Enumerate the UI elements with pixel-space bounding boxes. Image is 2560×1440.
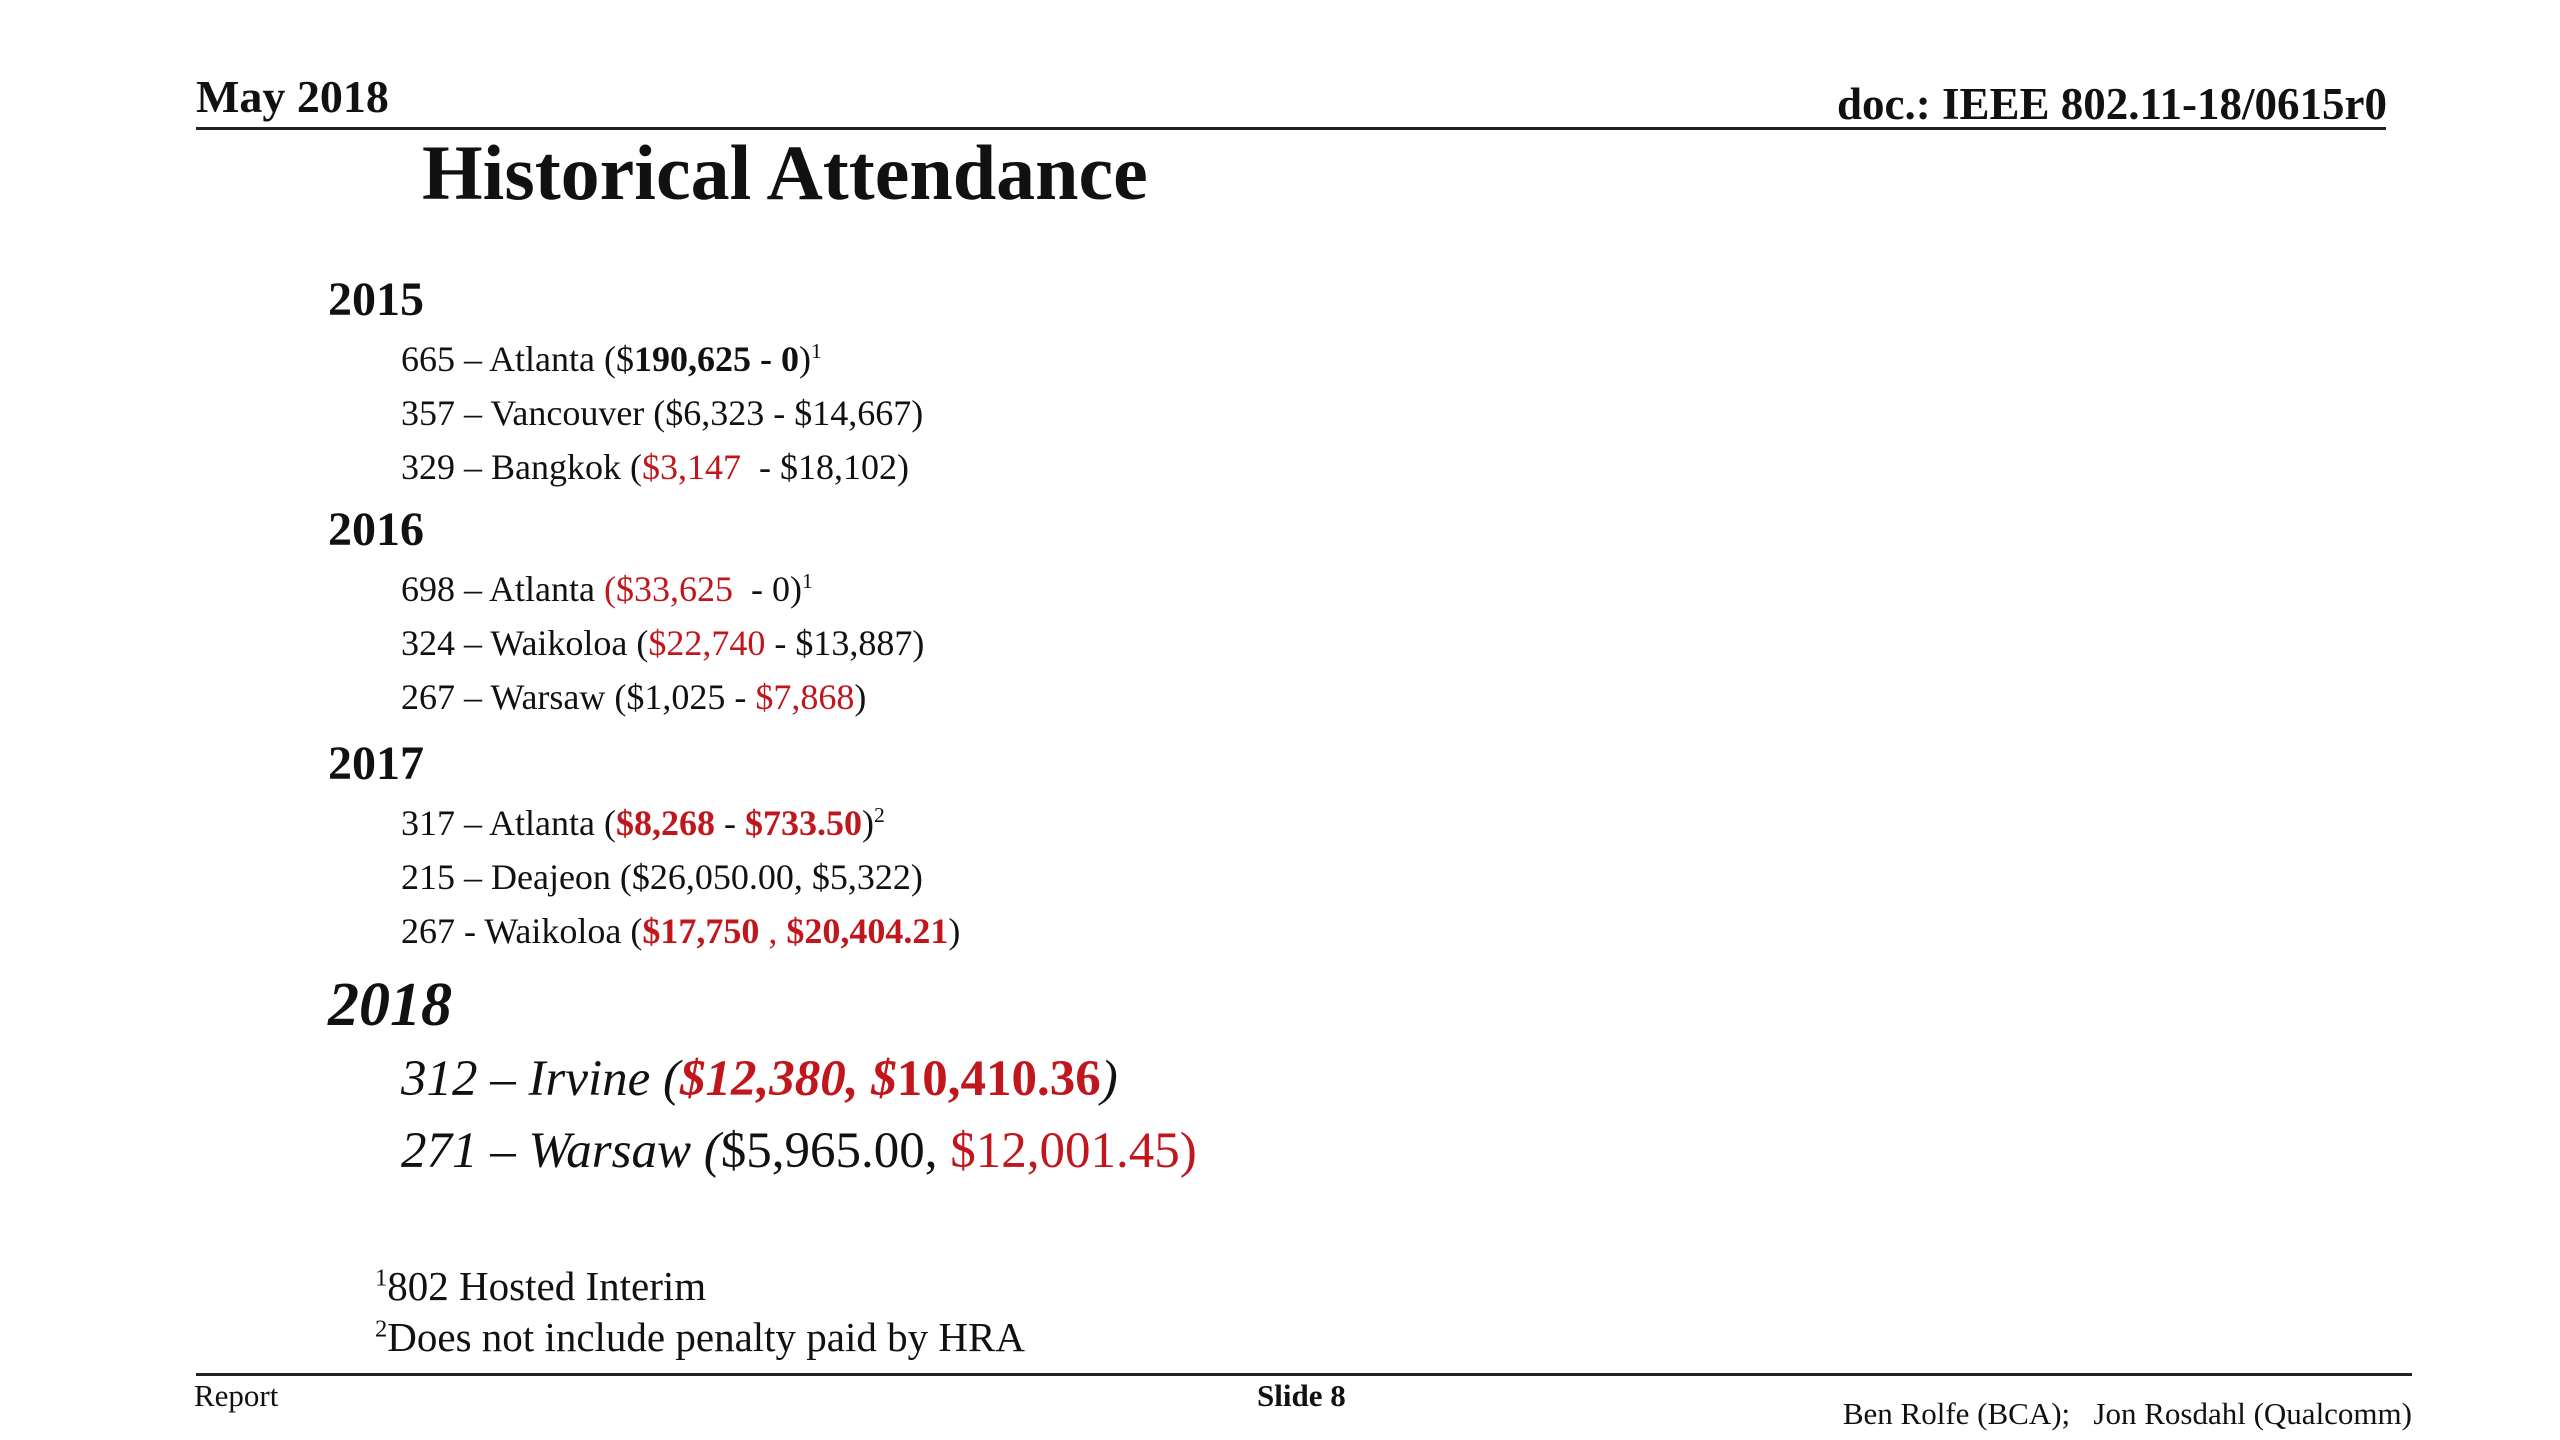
slide-number: Slide 8 xyxy=(1257,1378,1346,1413)
entry-2016-warsaw: 267 – Warsaw ($1,025 - $7,868) xyxy=(401,677,867,717)
entry-2016-waikoloa: 324 – Waikoloa ($22,740 - $13,887) xyxy=(401,623,925,663)
footnote-ref: 2 xyxy=(873,803,885,827)
entry-2016-atlanta: 698 – Atlanta ($33,625 - 0)1 xyxy=(401,569,813,609)
entry-2015-bangkok: 329 – Bangkok ($3,147 - $18,102) xyxy=(401,447,909,487)
slide-title: Historical Attendance xyxy=(422,129,1148,216)
entry-2015-vancouver: 357 – Vancouver ($6,323 - $14,667) xyxy=(401,393,924,433)
header-doc-id: doc.: IEEE 802.11-18/0615r0 xyxy=(1836,79,2387,129)
entry-2018-warsaw: 271 – Warsaw ($5,965.00, $12,001.45) xyxy=(401,1123,1197,1179)
header-date: May 2018 xyxy=(196,71,389,122)
footer-left-label: Report xyxy=(194,1378,279,1413)
year-2018-heading: 2018 xyxy=(328,971,452,1039)
footer-rule xyxy=(196,1373,2412,1376)
footnote-2: 2Does not include penalty paid by HRA xyxy=(375,1314,1025,1360)
footnote-1: 1802 Hosted Interim xyxy=(375,1263,707,1309)
year-2016-heading: 2016 xyxy=(328,503,424,556)
entry-2018-irvine: 312 – Irvine ($12,380, $10,410.36) xyxy=(401,1051,1118,1107)
footnote-ref: 1 xyxy=(801,569,813,593)
entry-2017-waikoloa: 267 - Waikoloa ($17,750 , $20,404.21) xyxy=(401,911,961,951)
entry-2017-atlanta: 317 – Atlanta ($8,268 - $733.50)2 xyxy=(401,803,885,843)
header-rule xyxy=(196,127,2386,130)
year-2017-heading: 2017 xyxy=(328,737,424,790)
entry-2015-atlanta: 665 – Atlanta ($190,625 - 0)1 xyxy=(401,339,822,379)
year-2015-heading: 2015 xyxy=(328,273,424,326)
entry-2017-deajeon: 215 – Deajeon ($26,050.00, $5,322) xyxy=(401,857,923,897)
footer-authors: Ben Rolfe (BCA); Jon Rosdahl (Qualcomm) xyxy=(1842,1396,2412,1431)
footnote-ref: 1 xyxy=(810,339,822,363)
